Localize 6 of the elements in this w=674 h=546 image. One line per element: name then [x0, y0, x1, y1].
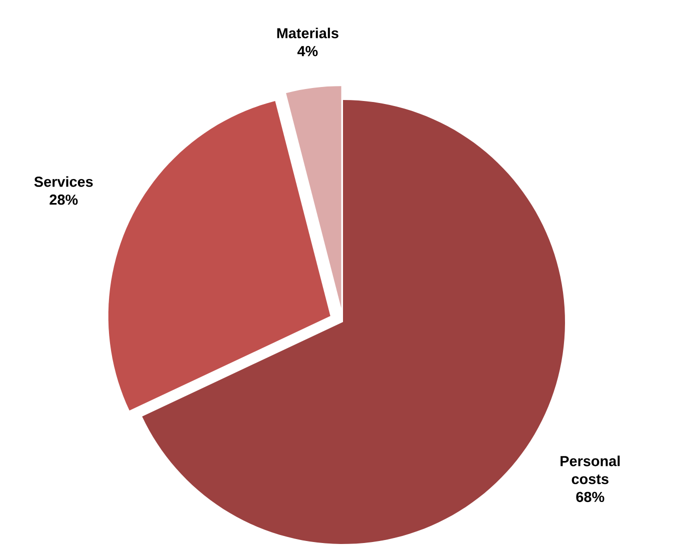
data-label: 4%: [297, 46, 318, 56]
data-label: 68%: [576, 492, 604, 502]
data-label: 28%: [50, 194, 78, 205]
slice-label: Services: [34, 176, 93, 187]
slice-label: Personal costs: [560, 456, 620, 484]
slice-label: Materials: [277, 28, 338, 38]
